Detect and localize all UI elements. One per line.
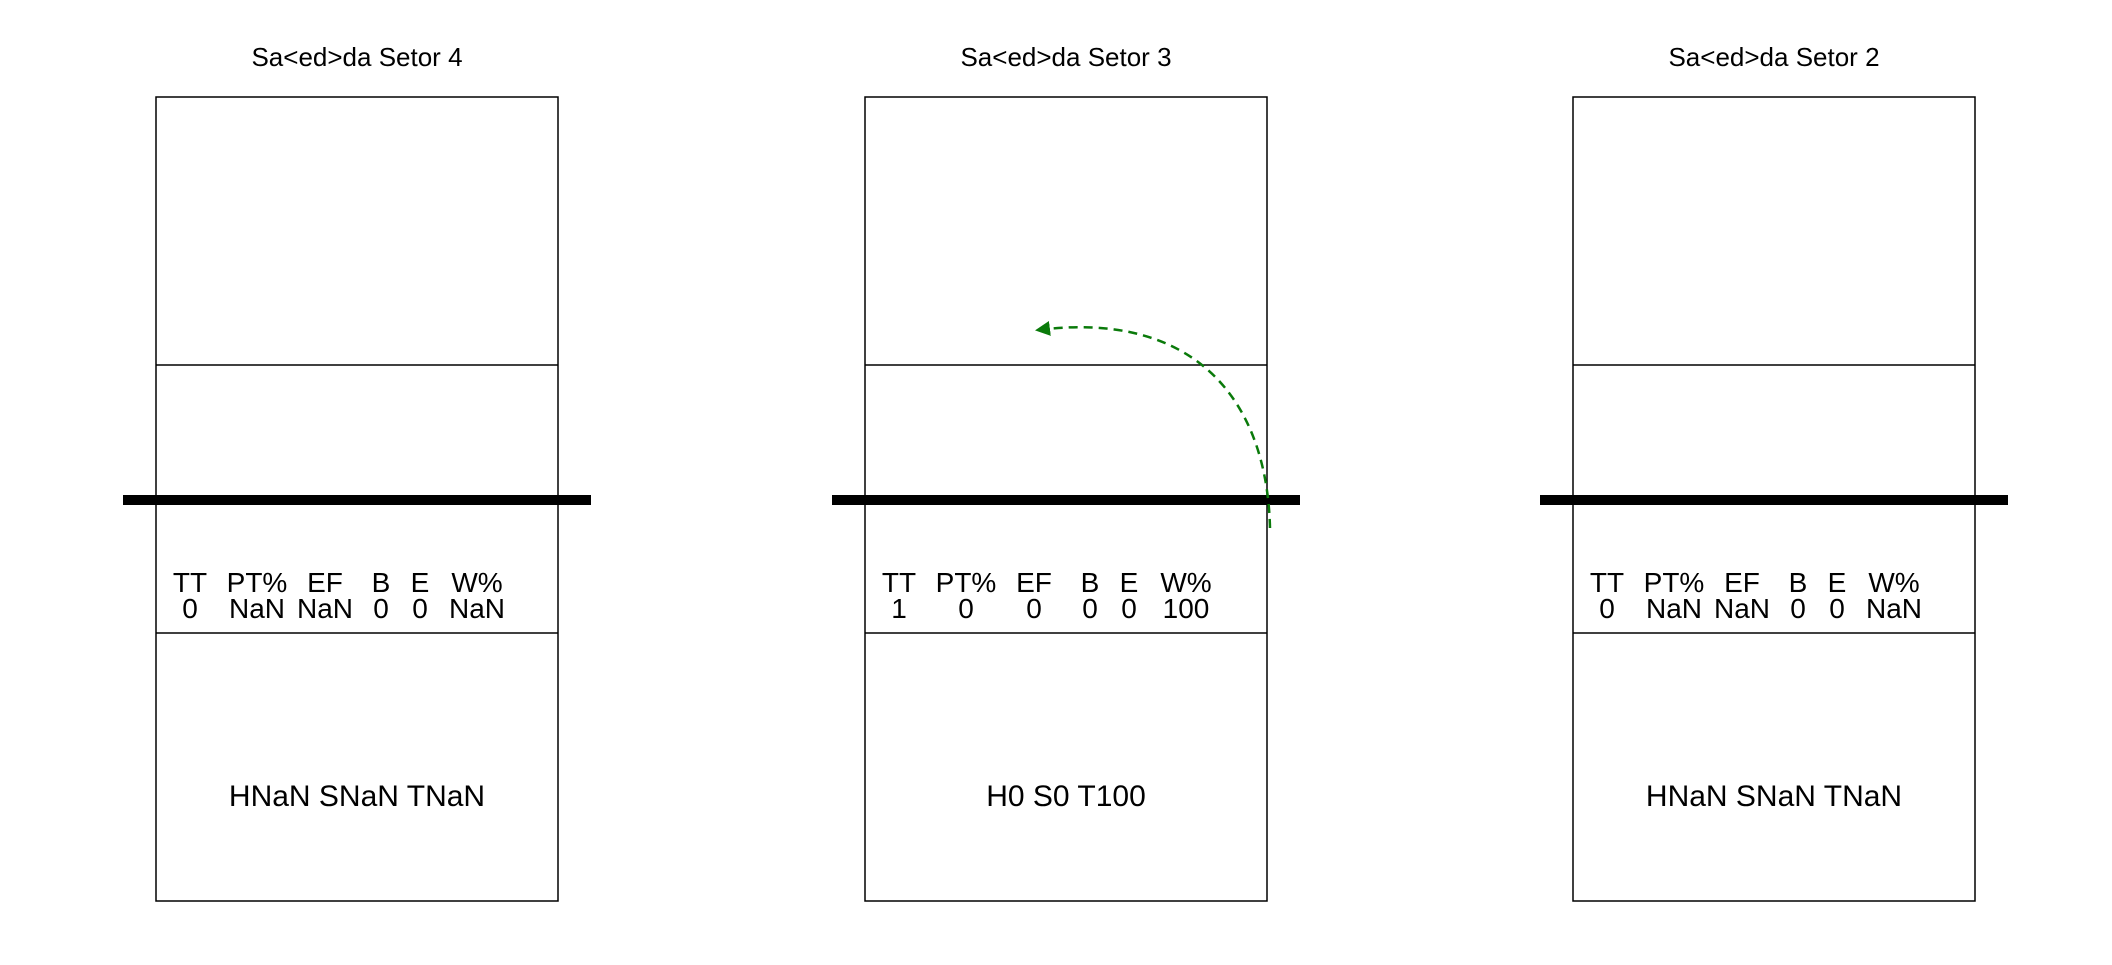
stats-header-cell: EF: [1724, 567, 1760, 598]
stats-value-cell: 0: [958, 593, 974, 624]
stats-header-cell: E: [411, 567, 430, 598]
stats-value-cell: 0: [1026, 593, 1042, 624]
stats-value-cell: 100: [1163, 593, 1210, 624]
stats-value-cell: 0: [1790, 593, 1806, 624]
panel-title: Sa<ed>da Setor 4: [251, 42, 462, 72]
summary-text: HNaN SNaN TNaN: [1646, 780, 1902, 813]
stats-header-cell: TT: [173, 567, 207, 598]
dashed-curved-arrow-icon: [1035, 321, 1272, 529]
stats-value-cell: NaN: [1714, 593, 1770, 624]
stats-header-cell: PT%: [227, 567, 288, 598]
stats-header-cell: PT%: [936, 567, 997, 598]
stats-value-cell: 0: [412, 593, 428, 624]
stats-value-cell: 0: [1599, 593, 1615, 624]
stats-value-cell: 0: [1829, 593, 1845, 624]
stats-value-cell: 0: [1121, 593, 1137, 624]
stats-value-cell: 0: [1082, 593, 1098, 624]
stats-header-cell: TT: [882, 567, 916, 598]
stats-value-cell: 0: [182, 593, 198, 624]
stats-header-cell: B: [1789, 567, 1808, 598]
summary-text: H0 S0 T100: [986, 780, 1146, 813]
stats-value-cell: NaN: [297, 593, 353, 624]
court-panel-3: Sa<ed>da Setor 2TT PT% EF B E W%0 NaN NaN 0 0 NaNH…: [1540, 42, 2008, 902]
stats-header-cell: W%: [451, 567, 502, 598]
stats-value-cell: NaN: [449, 593, 505, 624]
summary-text: HNaN SNaN TNaN: [229, 780, 485, 813]
stats-header-cell: W%: [1160, 567, 1211, 598]
stats-value-cell: NaN: [1646, 593, 1702, 624]
stats-header-cell: W%: [1868, 567, 1919, 598]
stats-header-cell: TT: [1590, 567, 1624, 598]
stats-header-cell: E: [1828, 567, 1847, 598]
stats-value-cell: NaN: [1866, 593, 1922, 624]
stats-header-cell: B: [372, 567, 391, 598]
court-panel-1: Sa<ed>da Setor 4TT PT% EF B E W%0 NaN NaN 0 0 NaNH…: [123, 42, 591, 902]
stats-header-cell: EF: [307, 567, 343, 598]
stats-header-cell: PT%: [1644, 567, 1705, 598]
stats-header-cell: B: [1081, 567, 1100, 598]
stats-value-cell: 1: [891, 593, 907, 624]
panel-title: Sa<ed>da Setor 2: [1668, 42, 1879, 72]
panel-title: Sa<ed>da Setor 3: [960, 42, 1171, 72]
stats-header-cell: E: [1120, 567, 1139, 598]
stats-header-cell: EF: [1016, 567, 1052, 598]
stats-value-cell: NaN: [229, 593, 285, 624]
stats-value-cell: 0: [373, 593, 389, 624]
